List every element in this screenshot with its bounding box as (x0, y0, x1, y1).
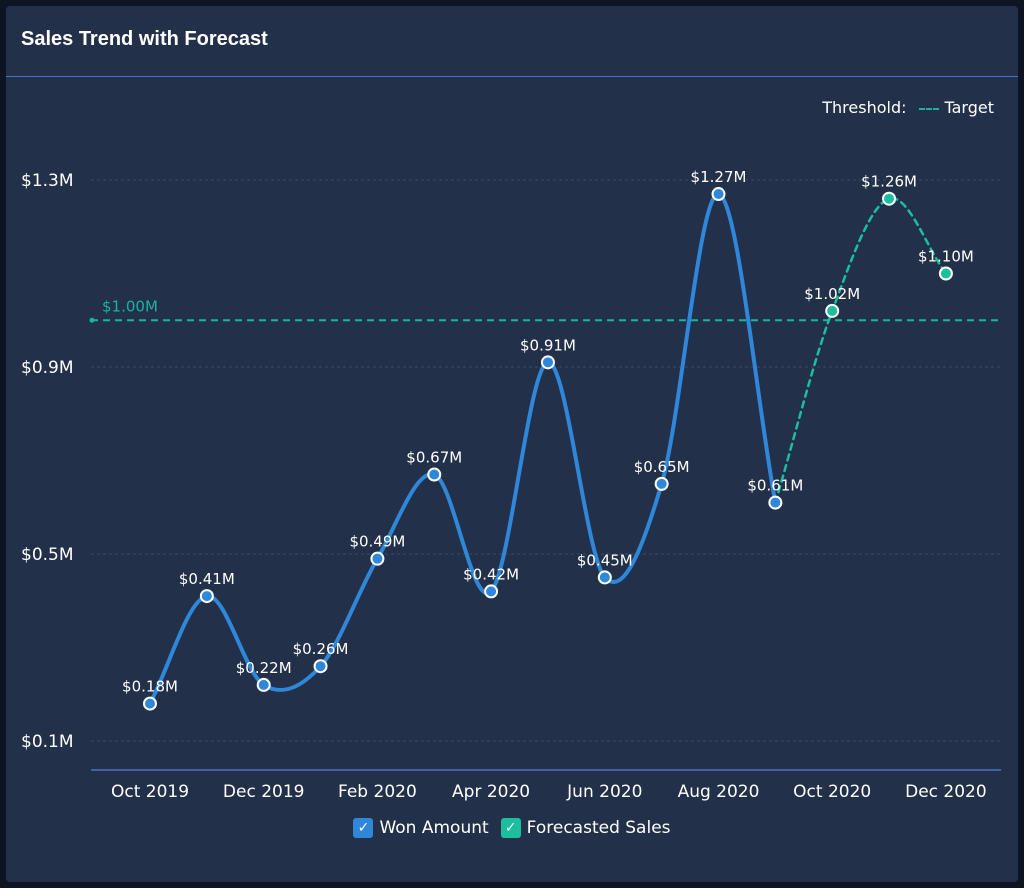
threshold-start-dot (89, 317, 95, 323)
threshold-legend-item-label: Target (944, 98, 995, 117)
data-label-won-amount: $1.27M (691, 168, 747, 186)
data-point-won-amount (143, 696, 157, 711)
dashed-line-icon (918, 107, 939, 110)
x-tick-label: Dec 2019 (223, 782, 305, 802)
y-tick-label: $1.3M (21, 171, 74, 191)
data-label-won-amount: $0.26M (293, 640, 349, 658)
x-tick-label: Dec 2020 (905, 782, 987, 802)
data-point-won-amount (256, 677, 271, 692)
y-tick-label: $0.9M (21, 358, 74, 378)
data-label-won-amount: $0.18M (122, 678, 178, 696)
chart-card: Sales Trend with Forecast Threshold: Tar… (6, 6, 1018, 882)
data-label-forecasted-sales: $1.26M (861, 173, 917, 191)
data-label-forecasted-sales: $1.10M (918, 248, 974, 266)
data-label-forecasted-sales: $1.02M (804, 285, 860, 303)
data-label-won-amount: $0.65M (634, 458, 690, 476)
data-label-won-amount: $0.41M (179, 570, 235, 588)
data-point-won-amount (370, 551, 385, 566)
data-label-won-amount: $0.22M (236, 659, 292, 677)
threshold-legend-item[interactable]: Target (918, 98, 995, 117)
legend-label-won-amount: Won Amount (379, 818, 489, 838)
x-tick-label: Aug 2020 (678, 782, 760, 802)
x-tick-label: Oct 2019 (111, 782, 189, 802)
data-point-won-amount (427, 467, 442, 482)
data-point-forecasted-sales (882, 191, 897, 206)
checkbox-checked-icon[interactable]: ✓ (500, 818, 521, 838)
data-label-won-amount: $0.67M (406, 449, 462, 467)
x-tick-label: Feb 2020 (338, 782, 417, 802)
data-label-won-amount: $0.91M (520, 336, 576, 354)
chart-title: Sales Trend with Forecast (21, 28, 268, 50)
data-label-won-amount: $0.45M (577, 551, 633, 569)
data-point-forecasted-sales (938, 266, 953, 281)
series-line-forecasted-sales (774, 197, 948, 504)
data-label-won-amount: $0.49M (349, 533, 405, 551)
data-point-won-amount (313, 659, 328, 674)
y-tick-label: $0.5M (21, 545, 74, 565)
legend-item-forecasted-sales[interactable]: ✓ Forecasted Sales (500, 818, 671, 838)
x-tick-label: Oct 2020 (793, 782, 871, 802)
data-point-won-amount (654, 476, 669, 491)
card-header: Sales Trend with Forecast (6, 6, 1018, 77)
threshold-legend: Threshold: Target (822, 98, 994, 117)
data-label-won-amount: $0.42M (463, 565, 519, 583)
line-chart: $0.1M $0.5M $0.9M $1.3M Oct 2019 Dec 2019 Feb … (21, 168, 1001, 802)
data-point-won-amount (711, 187, 726, 202)
data-point-won-amount (484, 584, 499, 599)
checkbox-checked-icon[interactable]: ✓ (353, 818, 374, 838)
data-point-won-amount (597, 570, 612, 585)
threshold-legend-label: Threshold: (822, 98, 907, 117)
y-tick-label: $0.1M (21, 732, 74, 752)
x-tick-label: Apr 2020 (452, 782, 530, 802)
threshold-label: $1.00M (102, 297, 158, 315)
legend-label-forecasted-sales: Forecasted Sales (526, 818, 671, 838)
data-point-won-amount (540, 355, 555, 370)
x-tick-label: Jun 2020 (566, 782, 642, 802)
series-line-won-amount (148, 192, 778, 706)
data-point-won-amount (768, 495, 783, 510)
chart-legend: ✓ Won Amount ✓ Forecasted Sales (6, 818, 1018, 838)
data-point-won-amount (199, 589, 214, 604)
data-label-won-amount: $0.61M (747, 477, 803, 495)
legend-item-won-amount[interactable]: ✓ Won Amount (353, 818, 489, 838)
data-point-forecasted-sales (825, 303, 840, 318)
